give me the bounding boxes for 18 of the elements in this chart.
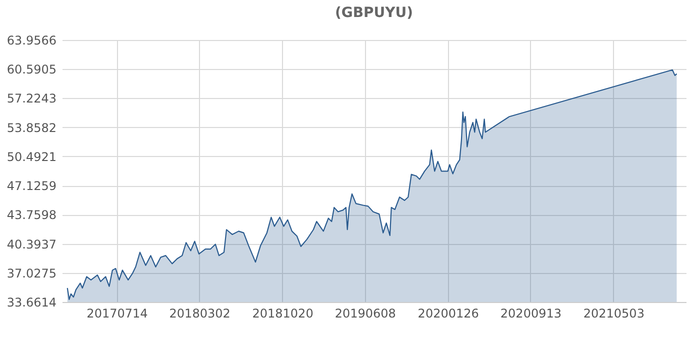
y-tick-label: 63.9566 <box>6 34 56 48</box>
x-tick-label: 20180302 <box>169 306 230 320</box>
y-tick-label: 40.3937 <box>6 237 56 252</box>
y-tick-label: 47.1259 <box>6 179 56 194</box>
x-tick-label: 20210503 <box>583 306 644 320</box>
y-tick-label: 37.0275 <box>6 266 56 280</box>
chart-title: (GBPUYU) <box>334 5 414 21</box>
y-tick-label: 50.4921 <box>6 150 56 164</box>
y-tick-label: 43.7598 <box>6 208 56 222</box>
x-tick-label: 20190608 <box>334 306 396 320</box>
x-tick-label: 20200913 <box>500 306 562 320</box>
y-tick-label: 53.8582 <box>6 120 56 135</box>
y-tick-label: 60.5905 <box>6 62 56 77</box>
x-tick-label: 20170714 <box>86 306 148 320</box>
y-tick-label: 57.2243 <box>6 92 56 106</box>
x-tick-label: 20200126 <box>418 306 479 320</box>
y-tick-label: 33.6614 <box>6 296 56 310</box>
x-tick-label: 20181020 <box>252 306 314 320</box>
